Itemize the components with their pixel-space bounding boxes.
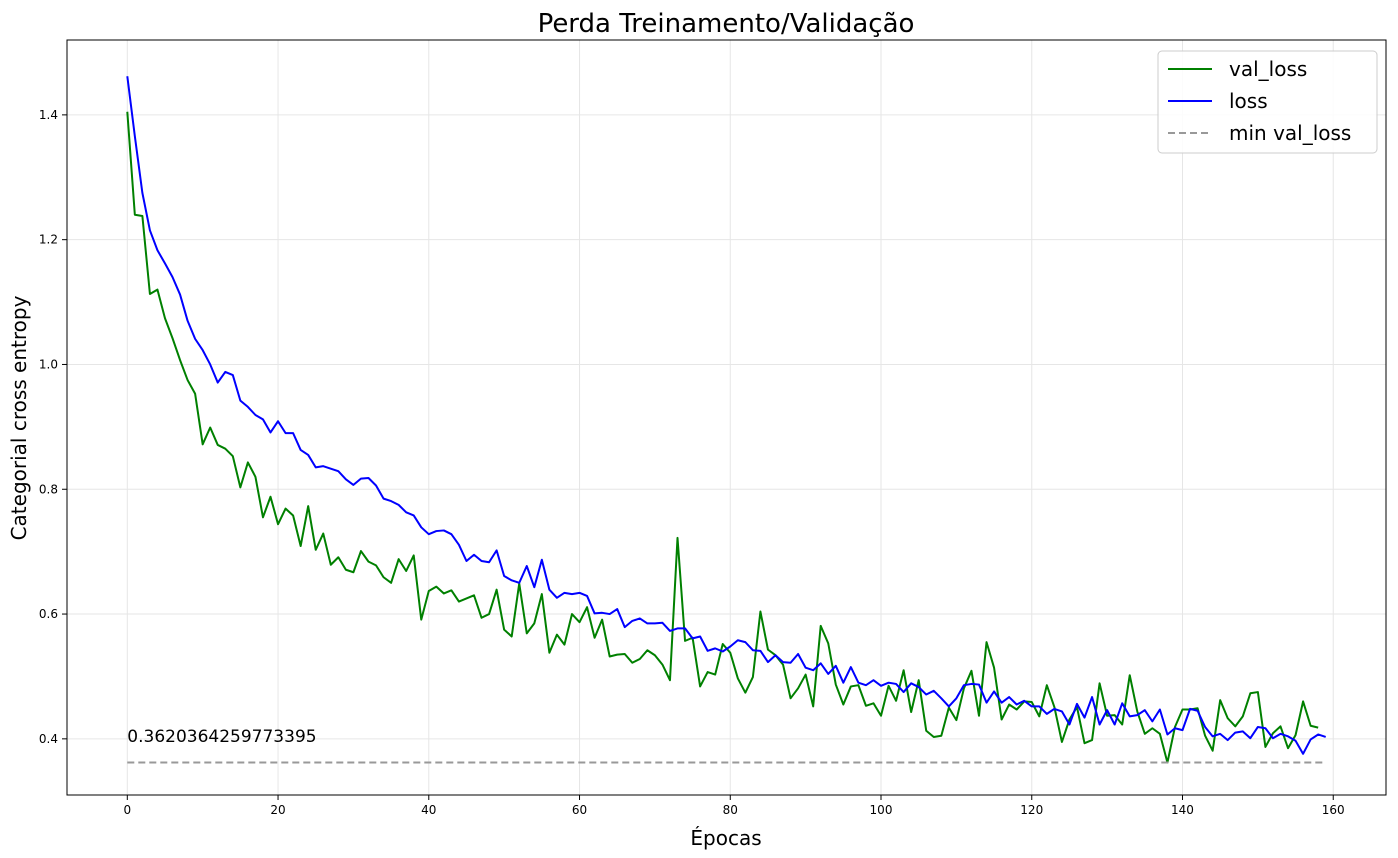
y-tick-label: 0.4 — [39, 732, 58, 746]
y-axis-label: Categorial cross entropy — [7, 295, 31, 540]
x-tick-label: 20 — [270, 803, 285, 817]
ticks: 0 20 40 60 80 100 120 140 160 0.4 0.6 0.8 1.0 1.2 1.4 — [39, 108, 1345, 817]
series-layer — [126, 76, 1327, 764]
y-tick-label: 0.6 — [39, 607, 58, 621]
y-tick-label: 0.8 — [39, 482, 58, 496]
series-line-loss — [126, 76, 1327, 755]
min-value-annotation: 0.3620364259773395 — [127, 727, 316, 747]
y-tick-label: 1.2 — [39, 233, 58, 247]
x-tick-label: 80 — [723, 803, 738, 817]
legend-box — [1157, 50, 1378, 154]
legend-label-val-loss: val_loss — [1229, 57, 1307, 81]
x-tick-label: 40 — [421, 803, 436, 817]
x-tick-label: 60 — [572, 803, 587, 817]
legend-label-min-val-loss: min val_loss — [1229, 121, 1351, 145]
plot-frame — [66, 39, 1387, 796]
legend: val_loss loss min val_loss — [1157, 50, 1378, 154]
x-tick-label: 120 — [1020, 803, 1043, 817]
chart-title: Perda Treinamento/Validação — [538, 9, 915, 39]
x-tick-label: 140 — [1171, 803, 1194, 817]
x-tick-label: 160 — [1322, 803, 1345, 817]
legend-label-loss: loss — [1229, 89, 1268, 113]
y-tick-label: 1.4 — [39, 108, 58, 122]
x-axis-label: Épocas — [690, 826, 761, 850]
x-tick-label: 0 — [123, 803, 131, 817]
x-tick-label: 100 — [870, 803, 893, 817]
series-line-val-loss — [126, 111, 1319, 764]
grid — [67, 40, 1386, 795]
y-tick-label: 1.0 — [39, 357, 58, 371]
